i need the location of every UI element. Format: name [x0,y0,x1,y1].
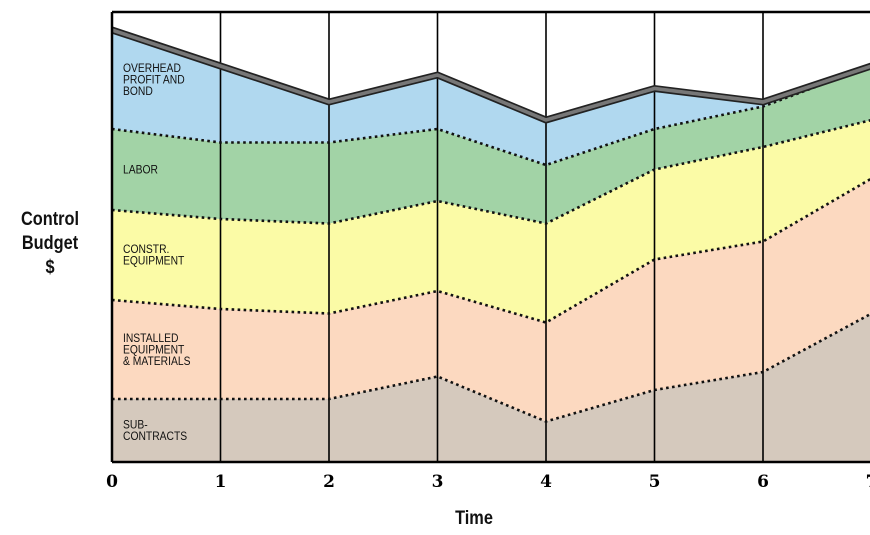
band-label: LABOR [123,164,158,177]
total-line [111,28,870,122]
band-label: CONSTR. [123,244,169,257]
band-label: BOND [123,85,153,98]
y-axis-label-line: $ [45,257,55,278]
y-axis-label: Control Budget $ [10,208,89,280]
band-boundary-line [111,119,870,225]
x-tick-label: 5 [649,472,661,492]
x-tick-label: 2 [323,472,335,492]
band-boundary-line [111,177,870,324]
y-axis-label-line: Control [20,209,80,230]
band-label: CONTRACTS [123,431,187,444]
x-tick-label: 4 [540,472,552,492]
x-tick-label: 3 [432,472,444,492]
band-label: EQUIPMENT [123,255,184,268]
band-label: SUB- [123,419,148,432]
band-boundary-line [111,65,870,167]
band-label: PROFIT AND [123,74,185,87]
band-label: INSTALLED [123,332,178,345]
band-boundary-line [112,312,870,423]
y-axis-label-line: Budget [21,233,79,254]
band-sub-contracts [112,314,870,462]
band-constr-equipment [112,120,870,323]
x-tick-label: 6 [757,472,769,492]
band-labor [112,66,870,224]
x-tick-label: 0 [106,472,118,492]
x-tick-label: 7 [866,472,870,492]
x-tick-label: 1 [215,472,227,492]
band-label: & MATERIALS [123,355,190,368]
band-installed-equipment-materials [112,179,870,422]
band-label: OVERHEAD [123,62,181,75]
band-label: EQUIPMENT [123,344,184,357]
x-axis-label: Time [455,508,493,529]
